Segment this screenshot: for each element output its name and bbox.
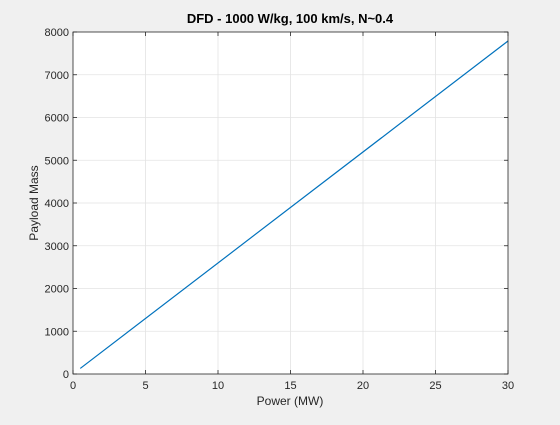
y-axis-label: Payload Mass xyxy=(27,165,41,240)
y-tick-label: 8000 xyxy=(45,27,69,39)
x-tick-label: 20 xyxy=(357,380,369,392)
x-tick-label: 0 xyxy=(70,380,76,392)
y-tick-label: 0 xyxy=(63,369,69,381)
series-layer xyxy=(79,40,509,369)
series-line xyxy=(79,40,509,369)
ticks xyxy=(72,31,509,375)
x-tick-label: 30 xyxy=(502,380,514,392)
x-axis-label: Power (MW) xyxy=(257,394,324,408)
y-tick-label: 5000 xyxy=(45,155,69,167)
y-tick-label: 6000 xyxy=(45,113,69,125)
y-tick-label: 1000 xyxy=(45,326,69,338)
x-tick-label: 25 xyxy=(429,380,441,392)
y-tick-label: 2000 xyxy=(45,284,69,296)
grid xyxy=(73,32,508,374)
y-tick-labels: 0 1000 2000 3000 4000 5000 6000 7000 8000 xyxy=(45,27,69,381)
y-tick-label: 4000 xyxy=(45,198,69,210)
chart-title: DFD - 1000 W/kg, 100 km/s, N~0.4 xyxy=(187,11,394,26)
x-tick-label: 5 xyxy=(142,380,148,392)
x-tick-labels: 0 5 10 15 20 25 30 xyxy=(70,380,514,392)
y-tick-label: 7000 xyxy=(45,70,69,82)
x-tick-label: 10 xyxy=(212,380,224,392)
x-tick-label: 15 xyxy=(284,380,296,392)
y-tick-label: 3000 xyxy=(45,241,69,253)
